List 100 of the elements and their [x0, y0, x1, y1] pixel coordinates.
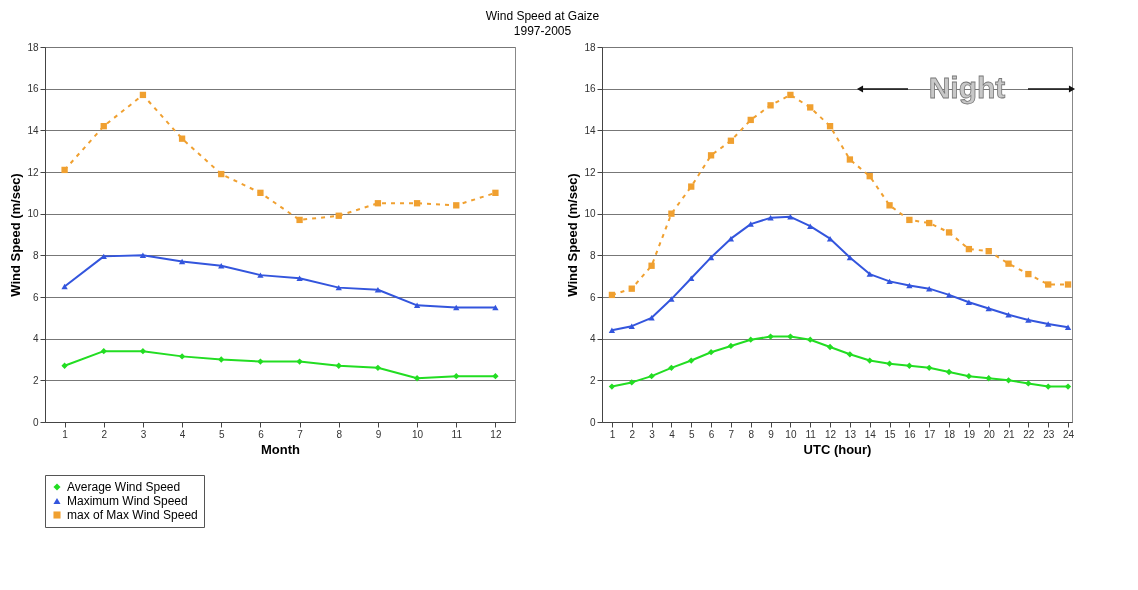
- point: [1045, 383, 1052, 390]
- y-tick-label: 16: [584, 83, 596, 95]
- y-tick-label: 2: [589, 374, 596, 386]
- point: [668, 210, 675, 217]
- point: [926, 219, 933, 227]
- point: [767, 333, 774, 340]
- point: [886, 360, 893, 367]
- point: [707, 254, 715, 261]
- point: [826, 343, 834, 351]
- point: [218, 170, 225, 178]
- point: [1025, 317, 1032, 323]
- point: [257, 272, 264, 278]
- y-tick-label: 12: [27, 166, 39, 178]
- x-tick-label: 1: [609, 428, 616, 440]
- point: [965, 245, 973, 253]
- point: [628, 285, 635, 292]
- point: [453, 202, 460, 209]
- point: [926, 364, 933, 371]
- x-tick-label: 10: [412, 428, 424, 440]
- point: [492, 189, 499, 196]
- point: [846, 351, 854, 358]
- x-tick-label: 5: [218, 428, 225, 440]
- point: [707, 349, 715, 356]
- x-tick-label: 12: [825, 428, 837, 440]
- point: [866, 271, 873, 277]
- point: [707, 152, 715, 159]
- point: [413, 375, 421, 382]
- point: [1005, 260, 1012, 267]
- y-tick-label: 4: [32, 333, 39, 345]
- y-tick-label: 18: [27, 41, 39, 53]
- point: [767, 102, 774, 109]
- x-tick-label: 2: [101, 428, 108, 440]
- point: [100, 123, 107, 130]
- x-tick-label: 17: [924, 428, 936, 440]
- x-tick-label: 4: [669, 428, 676, 440]
- point: [846, 156, 854, 163]
- point: [139, 91, 147, 99]
- point: [648, 262, 655, 269]
- point: [1064, 281, 1072, 288]
- y-tick-label: 10: [27, 208, 39, 220]
- text: Wind Speed at Gaize: [485, 8, 600, 23]
- point: [965, 373, 973, 380]
- x-tick-label: 6: [708, 428, 715, 440]
- point: [886, 278, 893, 285]
- point: [648, 315, 655, 321]
- point: [1005, 377, 1012, 384]
- point: [608, 383, 616, 390]
- x-tick-label: 5: [688, 428, 695, 440]
- point: [628, 379, 635, 386]
- x-tick-label: 3: [140, 428, 147, 440]
- point: [100, 253, 107, 260]
- point: [335, 212, 342, 219]
- point: [374, 364, 382, 371]
- point: [628, 323, 635, 329]
- point: [492, 304, 499, 311]
- point: [608, 291, 616, 299]
- y-axis-title: Wind Speed (m/sec): [565, 173, 581, 297]
- x-tick-label: 11: [451, 428, 463, 440]
- point: [608, 327, 616, 334]
- y-tick-label: 18: [584, 41, 596, 53]
- point: [1025, 270, 1032, 278]
- point: [413, 200, 421, 207]
- point: [688, 357, 695, 364]
- point: [747, 116, 754, 124]
- x-tick-label: 9: [375, 428, 382, 440]
- y-tick-label: 12: [584, 166, 596, 178]
- x-tick-label: 21: [1003, 428, 1016, 440]
- point: [296, 216, 303, 224]
- point: [965, 299, 973, 305]
- x-tick-label: 4: [179, 428, 186, 440]
- point: [945, 292, 953, 298]
- point: [668, 296, 675, 302]
- point: [413, 302, 421, 309]
- x-tick-label: 13: [844, 428, 857, 440]
- x-tick-label: 10: [785, 428, 797, 440]
- point: [61, 166, 68, 174]
- point: [296, 358, 303, 365]
- x-axis-title: Month: [261, 441, 301, 457]
- point: [61, 283, 68, 290]
- point: [787, 214, 794, 220]
- point: [945, 368, 953, 376]
- point: [218, 356, 225, 363]
- point: [807, 223, 814, 229]
- y-tick-label: 8: [32, 249, 39, 261]
- point: [866, 357, 873, 364]
- point: [139, 252, 147, 259]
- point: [100, 348, 107, 355]
- point: [807, 336, 814, 343]
- point: [985, 248, 992, 255]
- x-tick-label: 12: [490, 428, 502, 440]
- x-tick-label: 18: [943, 428, 956, 440]
- point: [688, 275, 695, 281]
- point: [178, 353, 186, 360]
- point: [374, 200, 382, 207]
- point: [257, 358, 264, 365]
- point: [492, 373, 499, 380]
- point: [688, 183, 695, 190]
- y-tick-label: 14: [584, 124, 596, 136]
- point: [787, 91, 794, 99]
- point: [453, 304, 460, 311]
